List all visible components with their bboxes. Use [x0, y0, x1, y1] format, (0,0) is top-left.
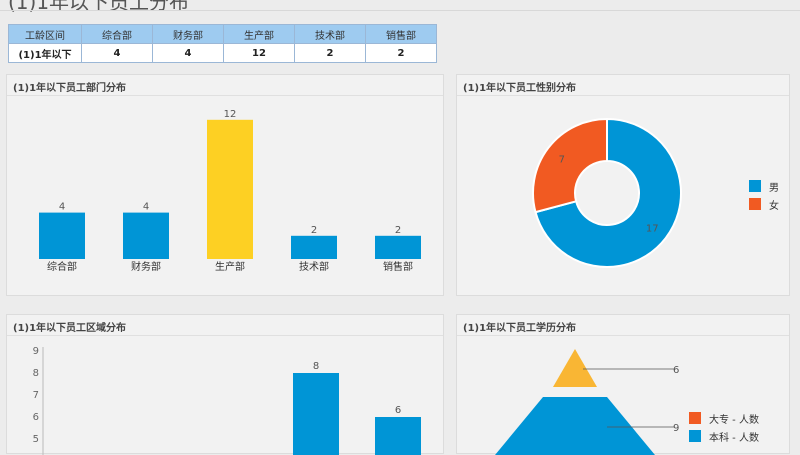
- legend-swatch: [749, 198, 761, 210]
- summary-header-cell: 技术部: [294, 24, 366, 44]
- region-chart-panel: (1)1年以下员工区域分布 9 8 7 6 5 8 6: [6, 314, 444, 455]
- y-tick-label: 6: [33, 412, 39, 423]
- legend-item-dazhuan: 大专 - 人数: [689, 409, 759, 427]
- summary-cell: 2: [294, 43, 366, 63]
- y-tick-label: 7: [33, 390, 39, 401]
- category-label: 综合部: [47, 260, 77, 273]
- legend-swatch: [689, 412, 701, 424]
- legend-swatch: [749, 180, 761, 192]
- bar-综合部: [39, 212, 85, 259]
- bar: [293, 373, 339, 455]
- chart-title: (1)1年以下员工性别分布: [463, 83, 577, 94]
- summary-cell: 4: [81, 43, 153, 63]
- bar-财务部: [123, 212, 169, 259]
- dept-bar-chart: 4 综合部 4 财务部 12 生产部 2 技术部 2 销售部: [39, 109, 421, 273]
- segment-value-label: 9: [673, 423, 679, 434]
- category-label: 生产部: [215, 260, 245, 273]
- title-divider: [0, 10, 800, 11]
- page-title: (1)1年以下员工分布: [8, 0, 190, 14]
- bar-value-label: 6: [395, 405, 401, 416]
- legend-item-female: 女: [749, 195, 779, 213]
- slice-value-label: 7: [559, 154, 565, 165]
- panel-divider: [457, 335, 789, 336]
- panel-divider: [457, 95, 789, 96]
- education-pyramid-chart: 69: [495, 349, 679, 455]
- summary-cell: 2: [365, 43, 437, 63]
- panel-divider: [7, 95, 443, 96]
- bar-value-label: 8: [313, 361, 319, 372]
- summary-cell: 12: [223, 43, 295, 63]
- bar-技术部: [291, 235, 337, 259]
- legend-item-benke: 本科 - 人数: [689, 427, 759, 445]
- panel-divider: [7, 335, 443, 336]
- slice-value-label: 17: [646, 224, 659, 235]
- summary-data-row: (1)1年以下 4 4 12 2 2: [8, 43, 437, 63]
- bar-value-label: 2: [395, 225, 401, 236]
- y-tick-label: 5: [33, 434, 39, 445]
- legend-label: 大专 - 人数: [709, 414, 759, 426]
- donut-slice-男: [534, 117, 682, 268]
- chart-title: (1)1年以下员工学历分布: [463, 323, 577, 334]
- legend-label: 女: [769, 200, 779, 212]
- y-tick-label: 9: [33, 346, 39, 357]
- bar-value-label: 4: [59, 202, 65, 213]
- summary-header-cell: 综合部: [81, 24, 153, 44]
- summary-cell: (1)1年以下: [8, 43, 82, 63]
- summary-header-cell: 工龄区间: [8, 24, 82, 44]
- pyramid-segment-middle: [495, 397, 655, 455]
- donut-slice-女: [532, 117, 608, 214]
- summary-cell: 4: [152, 43, 224, 63]
- segment-value-label: 6: [673, 365, 679, 376]
- bar-value-label: 12: [224, 109, 237, 120]
- category-label: 财务部: [131, 260, 161, 273]
- y-tick-label: 8: [33, 368, 39, 379]
- region-bar-chart: 9 8 7 6 5 8 6: [33, 346, 421, 455]
- chart-title: (1)1年以下员工部门分布: [13, 83, 127, 94]
- bar-value-label: 2: [311, 225, 317, 236]
- legend-label: 本科 - 人数: [709, 432, 759, 444]
- summary-header-row: 工龄区间 综合部 财务部 生产部 技术部 销售部: [8, 24, 437, 44]
- legend-swatch: [689, 430, 701, 442]
- bar-value-label: 4: [143, 202, 149, 213]
- chart-title: (1)1年以下员工区域分布: [13, 323, 127, 334]
- summary-header-cell: 销售部: [365, 24, 437, 44]
- summary-header-cell: 生产部: [223, 24, 295, 44]
- pyramid-segment-top: [553, 349, 597, 387]
- legend-label: 男: [769, 182, 779, 194]
- bar-生产部: [207, 119, 253, 259]
- gender-chart-panel: (1)1年以下员工性别分布 17 7 男 女: [456, 74, 790, 296]
- category-label: 销售部: [383, 260, 413, 273]
- gender-legend: 男 女: [749, 177, 779, 213]
- education-legend: 大专 - 人数 本科 - 人数: [689, 409, 759, 445]
- dept-chart-panel: (1)1年以下员工部门分布 4 综合部 4 财务部 12 生产部 2 技术部 2 销售部: [6, 74, 444, 296]
- legend-item-male: 男: [749, 177, 779, 195]
- category-label: 技术部: [299, 260, 329, 273]
- summary-header-cell: 财务部: [152, 24, 224, 44]
- gender-donut-chart: 17 7: [532, 117, 682, 268]
- summary-table: 工龄区间 综合部 财务部 生产部 技术部 销售部 (1)1年以下 4 4 12 …: [8, 24, 437, 63]
- bar: [375, 417, 421, 455]
- bar-销售部: [375, 235, 421, 259]
